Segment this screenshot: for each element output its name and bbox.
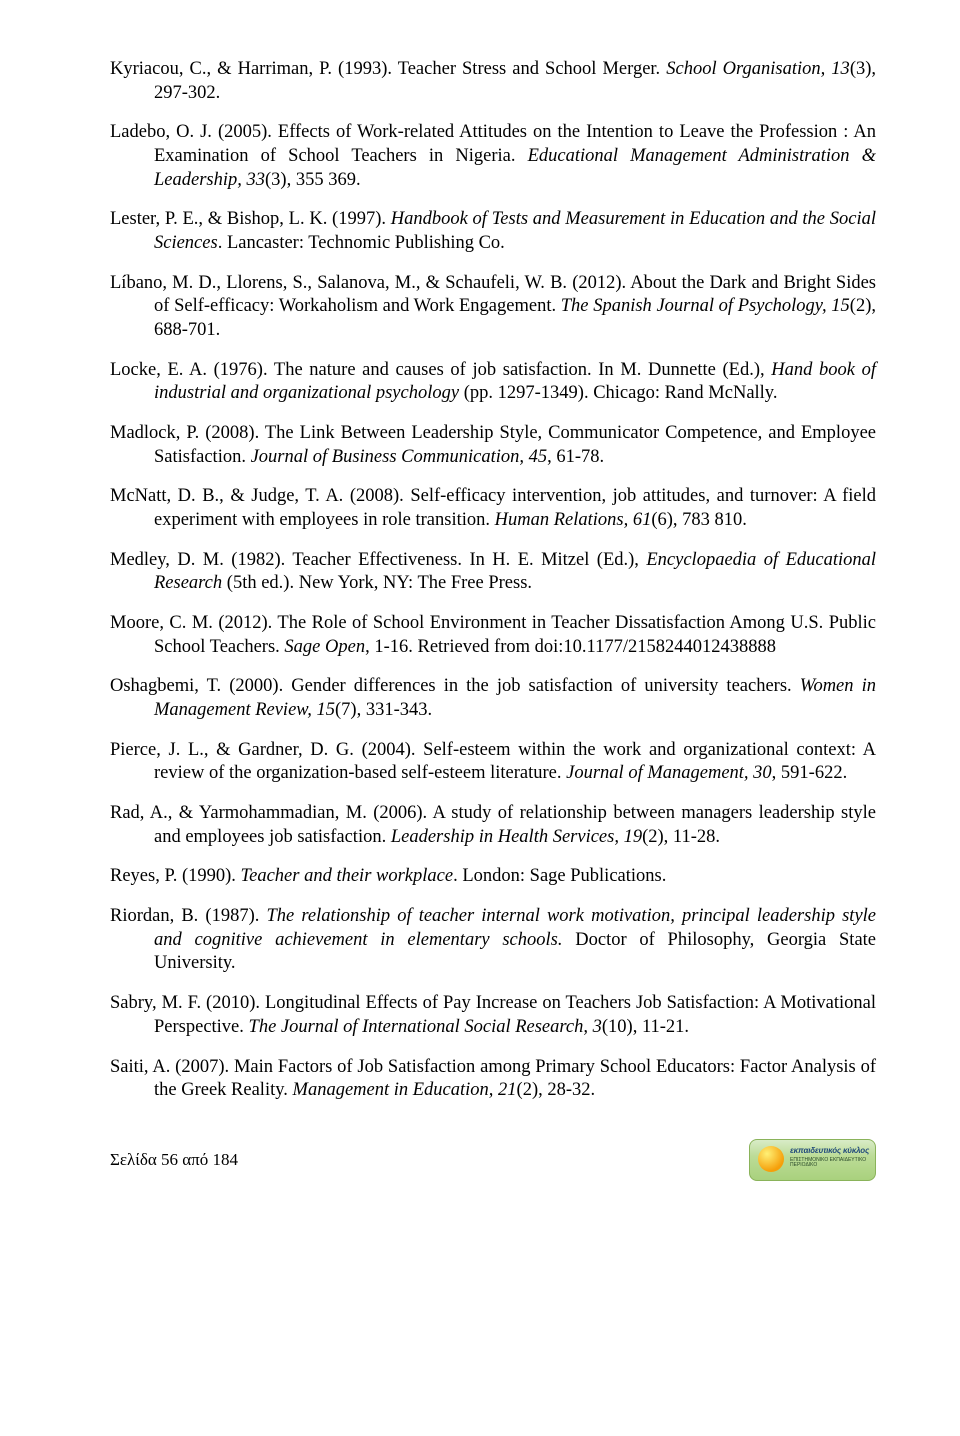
reference-entry: Ladebo, O. J. (2005). Effects of Work-re… [110, 121, 876, 192]
reference-entry: Reyes, P. (1990). Teacher and their work… [110, 865, 876, 889]
reference-entry: Kyriacou, C., & Harriman, P. (1993). Tea… [110, 58, 876, 105]
reference-entry: Sabry, M. F. (2010). Longitudinal Effect… [110, 992, 876, 1039]
page-footer: Σελίδα 56 από 184 ΕΠΙΣΤΗΜΟΝΙΚΟ ΕΚΠΑΙΔΕΥΤ… [110, 1139, 876, 1181]
reference-list: Kyriacou, C., & Harriman, P. (1993). Tea… [110, 58, 876, 1103]
reference-entry: Saiti, A. (2007). Main Factors of Job Sa… [110, 1056, 876, 1103]
reference-entry: Locke, E. A. (1976). The nature and caus… [110, 359, 876, 406]
reference-entry: Medley, D. M. (1982). Teacher Effectiven… [110, 549, 876, 596]
journal-logo: ΕΠΙΣΤΗΜΟΝΙΚΟ ΕΚΠΑΙΔΕΥΤΙΚΟ ΠΕΡΙΟΔΙΚΟ [749, 1139, 876, 1181]
reference-entry: Madlock, P. (2008). The Link Between Lea… [110, 422, 876, 469]
page-container: Kyriacou, C., & Harriman, P. (1993). Tea… [0, 0, 960, 1221]
reference-entry: Riordan, B. (1987). The relationship of … [110, 905, 876, 976]
reference-entry: Líbano, M. D., Llorens, S., Salanova, M.… [110, 272, 876, 343]
reference-entry: Moore, C. M. (2012). The Role of School … [110, 612, 876, 659]
reference-entry: Pierce, J. L., & Gardner, D. G. (2004). … [110, 739, 876, 786]
logo-subtitle: ΕΠΙΣΤΗΜΟΝΙΚΟ ΕΚΠΑΙΔΕΥΤΙΚΟ ΠΕΡΙΟΔΙΚΟ [790, 1158, 869, 1169]
reference-entry: Lester, P. E., & Bishop, L. K. (1997). H… [110, 208, 876, 255]
reference-entry: Oshagbemi, T. (2000). Gender differences… [110, 675, 876, 722]
reference-entry: Rad, A., & Yarmohammadian, M. (2006). A … [110, 802, 876, 849]
reference-entry: McNatt, D. B., & Judge, T. A. (2008). Se… [110, 485, 876, 532]
page-number: Σελίδα 56 από 184 [110, 1150, 238, 1170]
